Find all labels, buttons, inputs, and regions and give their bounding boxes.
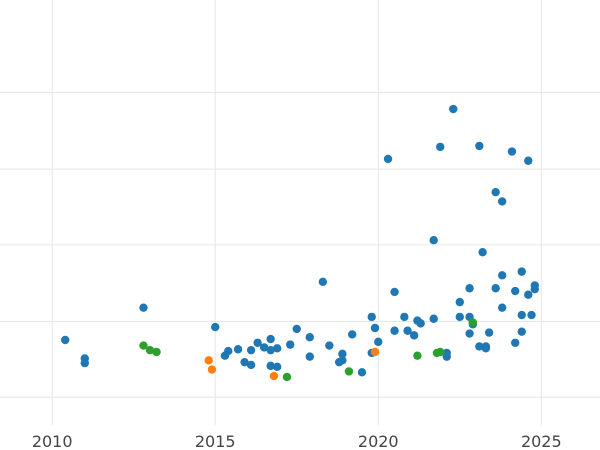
data-point [344, 367, 354, 376]
data-point [491, 284, 500, 293]
data-point [80, 358, 89, 368]
data-point [207, 365, 217, 374]
data-point [139, 341, 148, 350]
data-point [204, 356, 213, 365]
data-point [517, 267, 526, 276]
x-tick-label: 2010 [32, 432, 73, 450]
data-point [272, 362, 282, 371]
data-point [318, 277, 328, 286]
data-point [497, 271, 507, 280]
data-point [266, 361, 275, 371]
data-point [390, 287, 399, 297]
data-point [403, 326, 412, 335]
data-point [286, 340, 295, 349]
data-point [400, 312, 409, 322]
data-point [272, 344, 282, 353]
data-point [507, 147, 517, 156]
data-point [527, 310, 536, 320]
data-point [481, 342, 491, 351]
data-point [478, 248, 487, 257]
data-points [61, 104, 539, 382]
data-point [511, 286, 520, 296]
data-point [484, 328, 494, 337]
data-point [429, 314, 438, 323]
data-point [61, 335, 70, 345]
data-point [511, 338, 520, 347]
data-point [524, 156, 533, 165]
data-point [436, 142, 445, 152]
data-point [416, 319, 425, 328]
data-point [259, 343, 269, 352]
data-point [517, 310, 526, 320]
x-tick-label: 2020 [358, 432, 399, 450]
data-point [413, 351, 422, 360]
data-point [233, 345, 243, 354]
data-point [468, 318, 478, 327]
data-point [390, 326, 399, 335]
data-point [240, 357, 249, 367]
data-point [357, 368, 367, 377]
data-point [139, 303, 148, 312]
data-point [338, 356, 347, 365]
data-point [266, 334, 275, 344]
data-point [292, 324, 301, 334]
x-tick-label: 2015 [195, 432, 236, 450]
data-point [246, 360, 256, 370]
data-point [374, 337, 383, 347]
data-point [282, 372, 292, 382]
x-tick-labels: 2010 2015 2020 2025 [32, 432, 562, 450]
data-point [465, 284, 474, 293]
data-point [436, 347, 445, 357]
data-point [465, 329, 474, 338]
data-point [530, 281, 539, 290]
data-point [449, 104, 458, 114]
data-point [338, 349, 347, 359]
data-point [497, 197, 507, 206]
data-point [269, 371, 279, 381]
data-point [455, 312, 464, 322]
data-point [409, 331, 419, 340]
data-point [266, 345, 275, 355]
data-point [325, 341, 334, 350]
data-point [305, 333, 314, 342]
data-point [497, 303, 507, 312]
data-point [429, 236, 438, 245]
data-point [152, 347, 161, 357]
data-point [475, 141, 484, 151]
grid [0, 0, 600, 425]
x-tick-label: 2025 [521, 432, 562, 450]
data-point [524, 290, 533, 299]
data-point [347, 330, 357, 339]
data-point [383, 154, 393, 164]
data-point [305, 352, 314, 361]
data-point [491, 187, 500, 197]
data-point [370, 347, 380, 357]
data-point [370, 323, 380, 333]
data-point [475, 342, 484, 351]
data-point [224, 346, 233, 356]
data-point [145, 345, 155, 355]
data-point [253, 338, 262, 347]
data-point [246, 345, 256, 355]
data-point [367, 312, 376, 322]
data-point [211, 322, 220, 332]
data-point [442, 348, 451, 358]
data-point [517, 327, 526, 336]
data-point [455, 297, 464, 307]
